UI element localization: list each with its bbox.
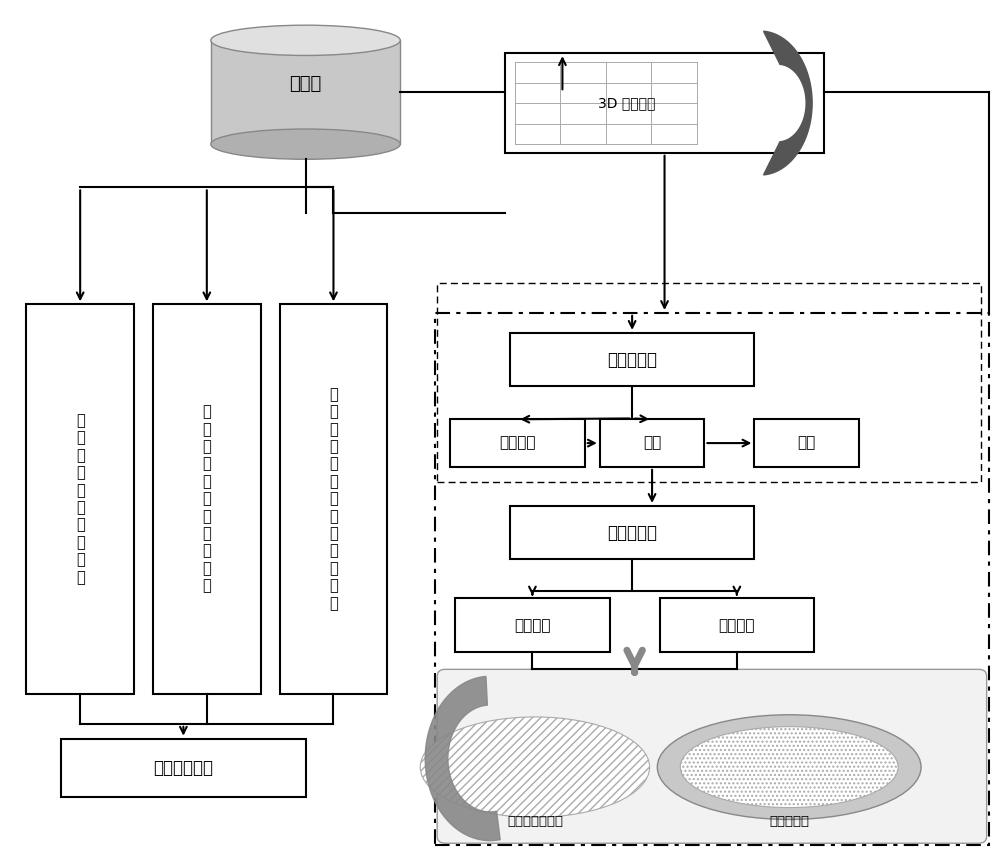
Text: 布尔求交: 布尔求交 [514,618,551,633]
Text: 参数分区: 参数分区 [499,436,536,450]
Polygon shape [764,31,812,174]
Text: 顶
板
含
水
层
富
水
性
分
区
图: 顶 板 含 水 层 富 水 性 分 区 图 [202,404,211,594]
FancyBboxPatch shape [211,40,400,144]
Text: 水位: 水位 [643,436,661,450]
FancyBboxPatch shape [437,669,987,843]
FancyBboxPatch shape [61,739,306,798]
FancyBboxPatch shape [26,304,134,694]
FancyBboxPatch shape [660,598,814,652]
Ellipse shape [211,129,400,160]
Text: 可视化场景: 可视化场景 [607,523,657,542]
FancyBboxPatch shape [153,304,261,694]
Text: 冒裂带模拟: 冒裂带模拟 [769,815,809,828]
FancyBboxPatch shape [510,506,754,560]
FancyBboxPatch shape [600,419,704,467]
Ellipse shape [680,727,898,807]
Text: 地下水流场模拟: 地下水流场模拟 [507,815,563,828]
Text: 顶
板
冒
裂
安
全
性
分
区
图: 顶 板 冒 裂 安 全 性 分 区 图 [76,413,85,585]
Text: 模拟开采设计: 模拟开采设计 [153,759,213,777]
Text: 3D 地质模型: 3D 地质模型 [598,96,655,110]
Ellipse shape [420,717,650,818]
FancyBboxPatch shape [505,53,824,153]
FancyBboxPatch shape [754,419,859,467]
FancyBboxPatch shape [280,304,387,694]
Ellipse shape [211,25,400,56]
Text: 地下水模拟: 地下水模拟 [607,351,657,369]
Text: 数据集: 数据集 [289,75,322,93]
Text: 破裂重构: 破裂重构 [719,618,755,633]
Polygon shape [425,676,500,840]
Text: 流线: 流线 [798,436,816,450]
FancyBboxPatch shape [450,419,585,467]
FancyBboxPatch shape [455,598,610,652]
FancyBboxPatch shape [510,332,754,386]
Ellipse shape [657,714,921,819]
Text: 顶
板
突
水
条
件
综
合
评
价
分
区
图: 顶 板 突 水 条 件 综 合 评 价 分 区 图 [329,387,338,611]
